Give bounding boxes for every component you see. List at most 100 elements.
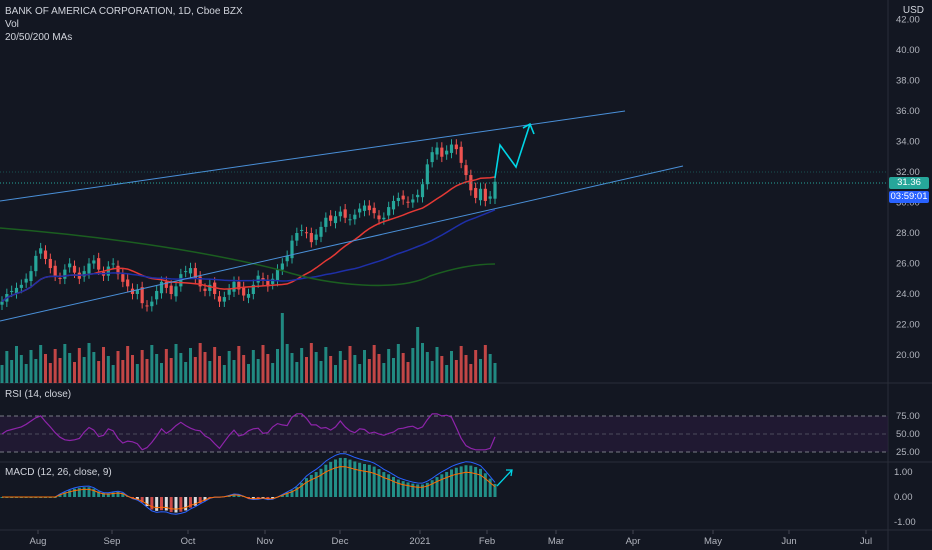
- macd-histogram-bar: [266, 497, 270, 500]
- candle-body: [459, 146, 463, 163]
- macd-histogram-bar: [454, 467, 458, 497]
- volume-bar: [435, 347, 439, 383]
- volume-bar: [271, 363, 275, 383]
- macd-histogram-bar: [382, 472, 386, 497]
- volume-bar: [411, 348, 415, 383]
- rsi-label[interactable]: RSI (14, close): [5, 389, 72, 400]
- macd-histogram-bar: [295, 487, 299, 497]
- volume-bar: [155, 354, 159, 383]
- candle-body: [227, 289, 231, 295]
- volume-bar: [116, 351, 120, 383]
- candle-body: [396, 197, 400, 201]
- macd-histogram-bar: [401, 481, 405, 497]
- volume-label[interactable]: Vol: [5, 19, 19, 30]
- candle-body: [10, 290, 14, 292]
- macd-histogram-bar: [387, 474, 391, 497]
- macd-histogram-bar: [329, 461, 333, 497]
- macd-histogram-bar: [102, 493, 105, 497]
- candle-body: [377, 215, 381, 220]
- candle-body: [242, 287, 246, 296]
- volume-bar: [184, 362, 188, 383]
- macd-tick-label: 1.00: [894, 467, 913, 478]
- time-tick-label: Sep: [104, 536, 121, 547]
- candle-body: [483, 188, 487, 201]
- candle-body: [367, 205, 371, 211]
- macd-histogram-bar: [483, 473, 487, 497]
- macd-histogram-bar: [474, 467, 478, 497]
- macd-tick-label: 0.00: [894, 492, 913, 503]
- macd-histogram-bar: [493, 483, 497, 497]
- macd-histogram-bar: [305, 478, 308, 497]
- symbol-title[interactable]: BANK OF AMERICA CORPORATION, 1D, Cboe BZ…: [5, 6, 243, 17]
- time-tick-label: Oct: [181, 536, 196, 547]
- macd-histogram-bar: [309, 474, 313, 497]
- volume-bar: [247, 364, 250, 383]
- macd-histogram-bar: [179, 497, 183, 512]
- volume-bar: [242, 355, 246, 383]
- volume-bar: [160, 363, 163, 383]
- candle-body: [309, 233, 313, 243]
- macd-histogram-bar: [116, 491, 120, 497]
- volume-bar: [189, 348, 192, 383]
- candle-body: [188, 268, 193, 274]
- macd-histogram-bar: [198, 497, 202, 504]
- candle-body: [111, 263, 115, 265]
- macd-histogram-bar: [319, 468, 323, 497]
- chart-legend: BANK OF AMERICA CORPORATION, 1D, Cboe BZ…: [5, 5, 243, 44]
- volume-bar: [421, 343, 424, 383]
- macd-histogram-bar: [280, 494, 284, 497]
- volume-bar: [454, 360, 458, 383]
- macd-histogram-bar: [164, 497, 168, 511]
- candle-body: [275, 269, 280, 282]
- candle-body: [333, 216, 338, 224]
- macd-histogram-bar: [372, 466, 376, 497]
- candle-body: [135, 289, 139, 294]
- price-tick-label: 20.00: [896, 350, 920, 361]
- price-tick-label: 30.00: [896, 198, 920, 209]
- candle-body: [454, 144, 458, 150]
- macd-histogram-bar: [73, 488, 76, 497]
- signal-line: [2, 466, 496, 510]
- candle-body: [319, 226, 323, 237]
- macd-histogram-bar: [87, 487, 91, 497]
- candle-body: [290, 240, 294, 259]
- candle-body: [145, 305, 149, 307]
- macd-histogram-bar: [469, 465, 473, 497]
- macd-histogram-bar: [406, 482, 410, 497]
- time-tick-label: Dec: [332, 536, 349, 547]
- macd-histogram-bar: [193, 497, 197, 506]
- candle-body: [387, 207, 391, 216]
- candle-body: [256, 275, 260, 283]
- volume-bar: [401, 353, 405, 383]
- candle-body: [159, 281, 164, 294]
- candle-body: [449, 144, 454, 153]
- price-tick-label: 40.00: [896, 45, 920, 56]
- candle-body: [488, 196, 492, 199]
- macd-label[interactable]: MACD (12, 26, close, 9): [5, 467, 112, 478]
- volume-bar: [430, 361, 434, 383]
- macd-histogram-bar: [232, 494, 236, 497]
- time-tick-label: Apr: [626, 536, 641, 547]
- forecast-arrow: [494, 123, 531, 179]
- candle-body: [411, 199, 415, 203]
- volume-bar: [140, 350, 144, 383]
- moving-averages-label[interactable]: 20/50/200 MAs: [5, 32, 73, 43]
- candle-body: [193, 268, 197, 279]
- candle-body: [295, 233, 299, 241]
- volume-bar: [53, 349, 57, 383]
- volume-bar: [48, 363, 52, 383]
- macd-histogram-bar: [488, 478, 492, 497]
- time-tick-label: Nov: [257, 536, 274, 547]
- price-tick-label: 28.00: [896, 228, 920, 239]
- macd-histogram-bar: [256, 497, 260, 499]
- volume-bar: [392, 358, 395, 383]
- volume-bar: [314, 352, 318, 383]
- macd-histogram-bar: [169, 497, 173, 513]
- candle-body: [425, 164, 429, 185]
- volume-bar: [82, 357, 86, 383]
- macd-histogram-bar: [440, 474, 444, 497]
- candle-body: [155, 290, 159, 300]
- volume-bar: [406, 362, 410, 383]
- candle-body: [358, 208, 362, 213]
